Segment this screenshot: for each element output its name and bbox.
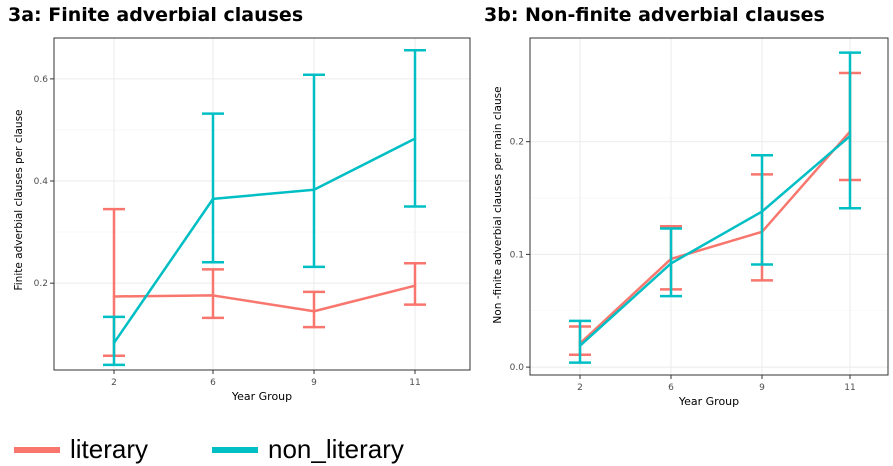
y-tick-label: 0.0 <box>510 363 525 373</box>
data-point-non-literary <box>669 262 673 265</box>
legend-swatch-literary <box>14 446 60 453</box>
data-point-non-literary <box>413 137 417 140</box>
data-point-literary <box>211 294 215 297</box>
data-point-non-literary <box>211 197 215 201</box>
x-tick-label: 2 <box>577 383 583 393</box>
y-tick-label: 0.2 <box>510 138 524 148</box>
data-point-non-literary <box>848 134 852 138</box>
error-bar-non-literary <box>202 112 224 264</box>
x-tick-label: 9 <box>311 378 317 388</box>
error-bar-literary <box>404 261 426 306</box>
chart-b-title: 3b: Non-finite adverbial clauses <box>484 4 825 26</box>
x-axis-label: Year Group <box>231 390 292 403</box>
chart-a: 0.2 0.4 0.6 2 6 9 11 Year Group Finite adverbial… <box>13 37 471 403</box>
series-line-non-literary <box>579 135 851 347</box>
legend-label-non-literary: non_literary <box>268 434 404 464</box>
legend-item-non-literary: non_literary <box>212 434 404 465</box>
x-tick-label: 9 <box>759 383 765 393</box>
series-line-literary <box>579 130 851 345</box>
panel-border <box>529 37 889 376</box>
series-literary <box>103 207 426 357</box>
error-bar-literary <box>303 290 325 329</box>
chart-b: 0.0 0.1 0.2 2 6 9 11 Year Group Non -finite adve… <box>492 37 889 408</box>
data-point-literary <box>312 309 316 313</box>
legend-label-literary: literary <box>70 434 149 464</box>
x-axis-label: Year Group <box>678 395 739 408</box>
y-axis-label: Finite adverbial clauses per clause <box>13 109 25 290</box>
y-tick-label: 0.4 <box>34 177 49 187</box>
x-tick-label: 11 <box>844 383 855 393</box>
y-axis-label: Non -finite adverbial clauses per main c… <box>492 86 504 323</box>
error-bar-non-literary <box>839 51 861 210</box>
error-bar-non-literary <box>751 153 773 266</box>
series-literary <box>569 71 861 356</box>
error-bar-non-literary <box>303 73 325 269</box>
series-non-literary <box>103 49 426 367</box>
x-tick-label: 2 <box>111 378 117 388</box>
error-bar-literary <box>202 268 224 320</box>
y-tick-label: 0.6 <box>34 75 49 85</box>
y-tick-label: 0.2 <box>34 279 48 289</box>
data-point-non-literary <box>312 188 316 191</box>
x-tick-label: 6 <box>210 378 216 388</box>
series-line-literary <box>113 284 416 313</box>
error-bar-non-literary <box>404 49 426 208</box>
charts-canvas: 0.2 0.4 0.6 2 6 9 11 Year Group Finite adverbial… <box>13 37 889 408</box>
x-tick-label: 11 <box>409 378 420 388</box>
panel-border <box>53 37 471 371</box>
data-point-non-literary <box>760 210 764 213</box>
x-tick-label: 6 <box>668 383 674 393</box>
data-point-literary <box>112 295 116 298</box>
legend-swatch-non-literary <box>212 446 258 453</box>
data-point-literary <box>413 284 417 288</box>
chart-a-title: 3a: Finite adverbial clauses <box>8 4 304 26</box>
series-line-non-literary <box>112 137 416 344</box>
error-bar-non-literary <box>569 319 591 364</box>
series-non-literary <box>569 51 861 364</box>
data-point-non-literary <box>578 344 582 347</box>
y-tick-label: 0.1 <box>510 250 524 260</box>
data-point-non-literary <box>112 341 116 345</box>
legend-item-literary: literary <box>14 434 148 465</box>
